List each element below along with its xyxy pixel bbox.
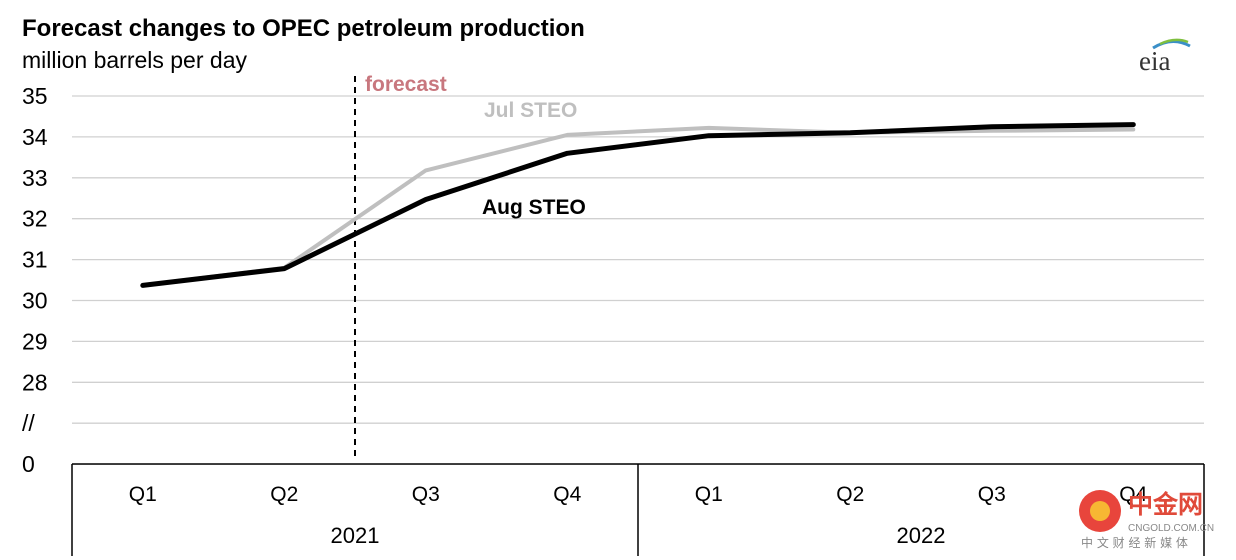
logo-text: eia [1139,46,1170,76]
x-tick-label: Q4 [1119,483,1147,506]
gridlines [72,95,1204,465]
y-tick-label: 31 [22,247,48,273]
watermark-brand: 中金网 [1128,490,1203,519]
watermark-emblem-core [1090,501,1110,521]
forecast-label: forecast [365,73,447,96]
series-lines [140,122,1136,288]
series-line-jul-steo [140,125,1136,288]
y-tick-label: 35 [22,83,48,109]
y-tick-label: 29 [22,328,48,354]
x-axis: Q1 Q2 Q3 Q4 Q1 Q2 Q3 Q4 2021 2022 [71,463,1205,556]
watermark-domain: CNGOLD.COM.CN [1128,523,1214,534]
y-axis-ticks: 35 34 33 32 31 30 29 28 // 0 [22,83,48,477]
x-tick-label: Q2 [270,483,298,506]
series-label-jul-steo: Jul STEO [484,99,577,122]
x-group-label: 2021 [331,523,380,548]
x-group-label: 2022 [897,523,946,548]
series-line-aug-steo [140,122,1136,288]
x-tick-label: Q4 [553,483,581,506]
y-tick-label: 0 [22,451,35,477]
y-tick-label: 28 [22,369,48,395]
x-tick-label: Q3 [978,483,1006,506]
x-tick-label: Q1 [129,483,157,506]
watermark-tagline: 中 文 财 经 新 媒 体 [1081,535,1188,550]
watermark: 中金网 CNGOLD.COM.CN 中 文 财 经 新 媒 体 [1079,490,1214,550]
series-label-aug-steo: Aug STEO [482,196,586,219]
y-tick-label: 33 [22,165,48,191]
chart-title: Forecast changes to OPEC petroleum produ… [22,15,585,42]
eia-logo: eia [1139,38,1191,76]
y-tick-label: 32 [22,206,48,232]
chart-subtitle: million barrels per day [22,47,247,73]
x-tick-label: Q2 [836,483,864,506]
logo-arc-green [1159,38,1189,46]
y-tick-label: // [22,410,35,436]
x-tick-label: Q3 [412,483,440,506]
y-tick-label: 34 [22,124,48,150]
y-tick-label: 30 [22,288,48,314]
x-tick-label: Q1 [695,483,723,506]
